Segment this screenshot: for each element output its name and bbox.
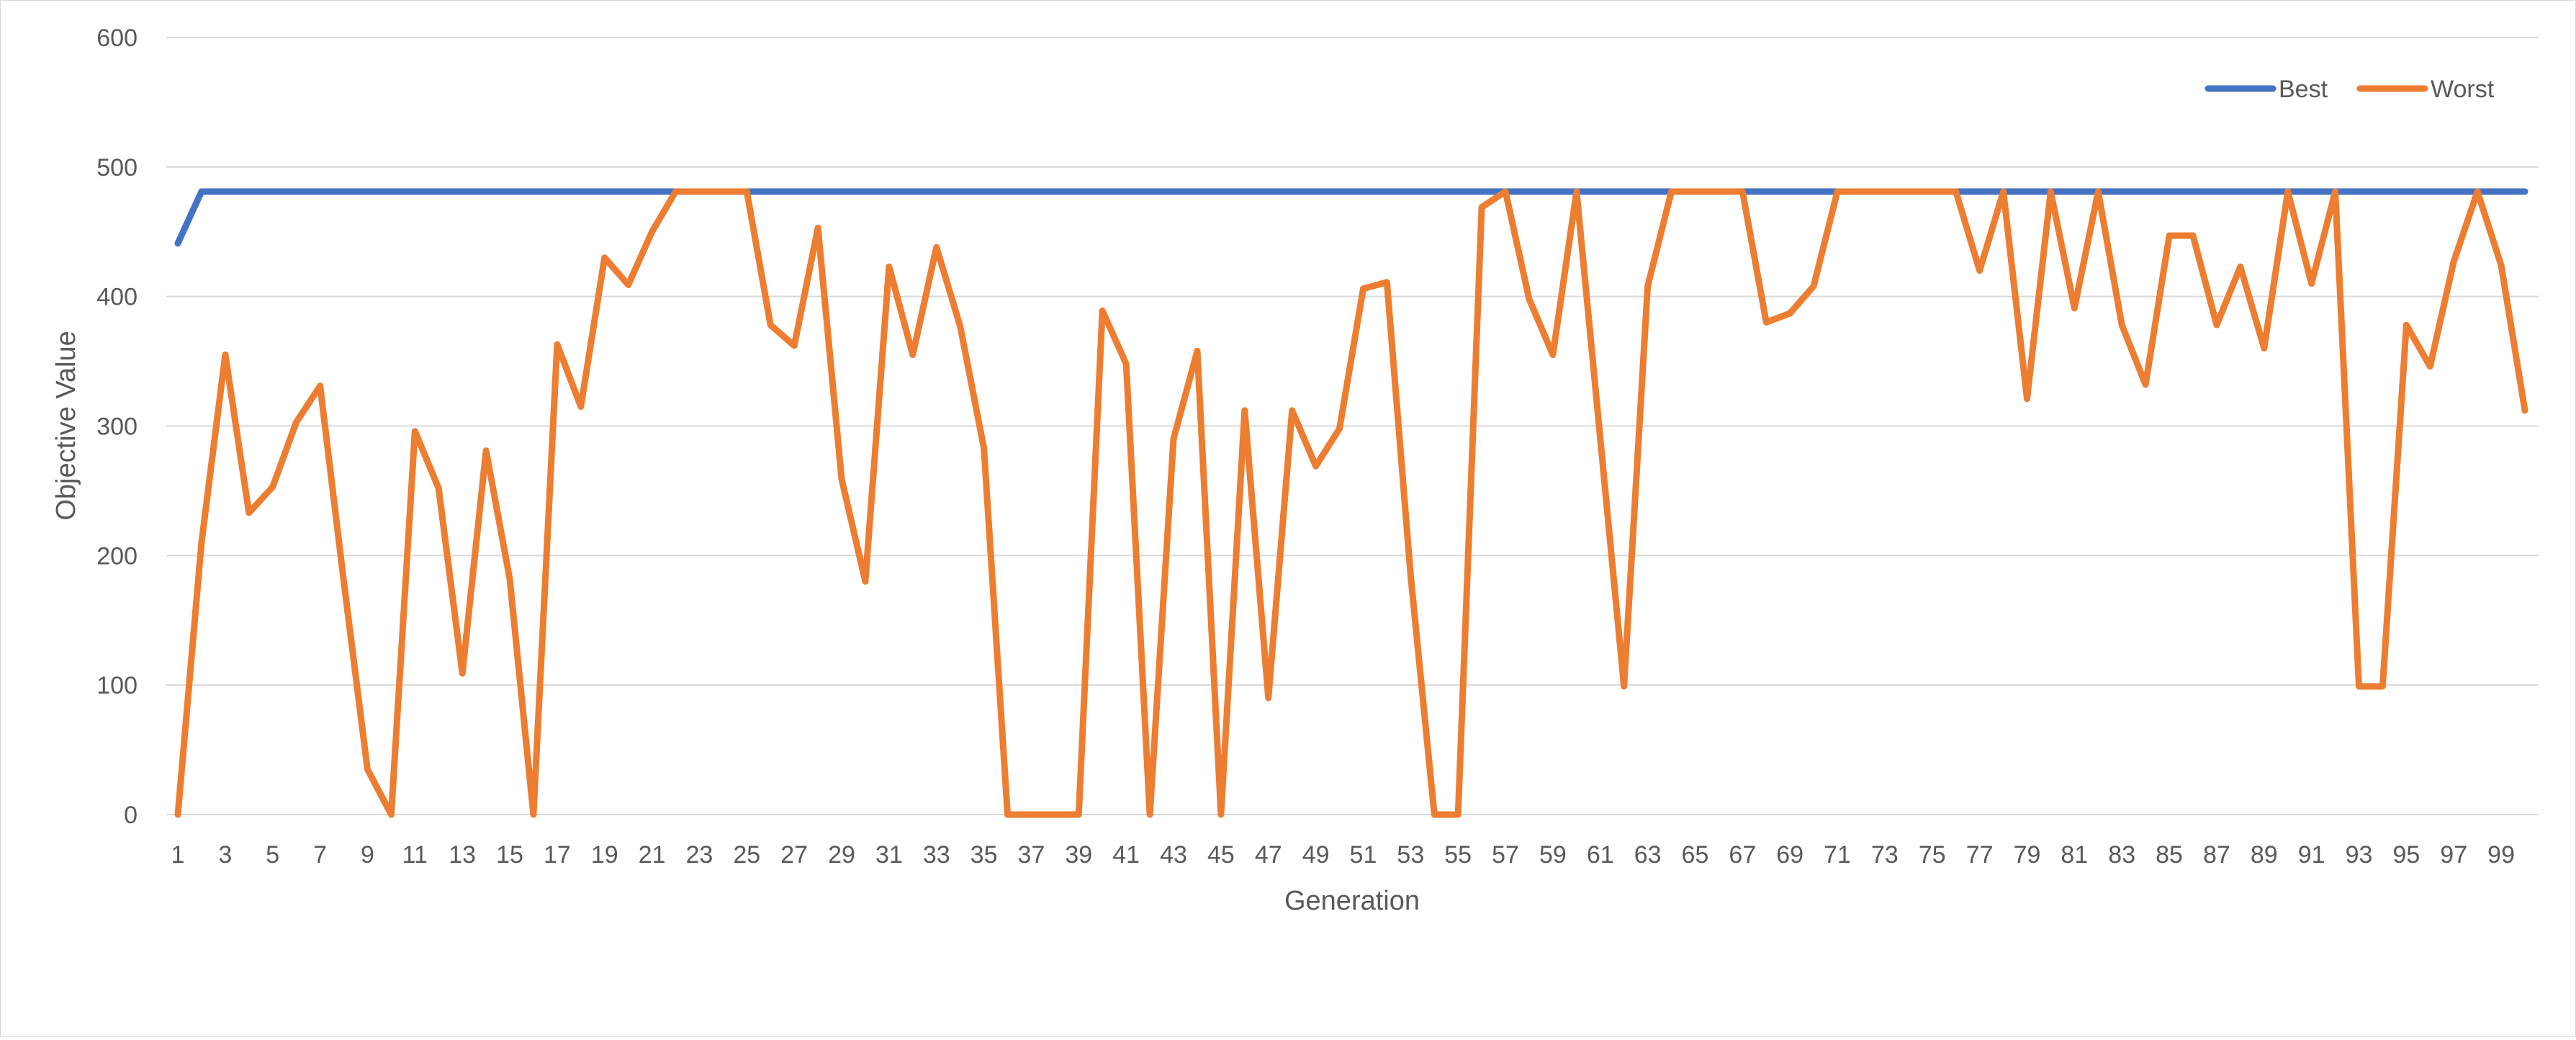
legend-label-best: Best — [2279, 76, 2328, 103]
x-tick-label-9: 9 — [361, 841, 374, 869]
x-tick-label-55: 55 — [1444, 841, 1472, 869]
x-tick-label-67: 67 — [1729, 841, 1756, 869]
x-tick-label-73: 73 — [1871, 841, 1899, 869]
y-tick-label-100: 100 — [96, 672, 138, 699]
y-tick-label-200: 200 — [96, 542, 138, 570]
y-tick-label-400: 400 — [96, 284, 138, 311]
x-tick-label-69: 69 — [1776, 841, 1803, 869]
x-tick-label-19: 19 — [591, 841, 618, 869]
x-tick-label-45: 45 — [1207, 841, 1235, 869]
series-line-best — [174, 188, 2528, 247]
x-tick-label-79: 79 — [2014, 841, 2041, 869]
x-tick-label-27: 27 — [780, 841, 808, 869]
x-tick-label-59: 59 — [1539, 841, 1567, 869]
x-tick-label-99: 99 — [2487, 841, 2515, 869]
y-tick-label-500: 500 — [96, 154, 138, 181]
x-tick-label-11: 11 — [402, 841, 428, 869]
x-tick-label-15: 15 — [496, 841, 523, 869]
x-tick-label-57: 57 — [1492, 841, 1519, 869]
x-tick-label-87: 87 — [2203, 841, 2230, 869]
x-tick-label-91: 91 — [2298, 841, 2325, 869]
x-tick-label-49: 49 — [1302, 841, 1330, 869]
x-tick-label-53: 53 — [1397, 841, 1424, 869]
x-tick-label-77: 77 — [1966, 841, 1994, 869]
x-tick-label-89: 89 — [2251, 841, 2278, 869]
x-tick-label-25: 25 — [733, 841, 760, 869]
x-tick-label-63: 63 — [1634, 841, 1662, 869]
x-tick-label-17: 17 — [544, 841, 571, 869]
x-tick-label-61: 61 — [1587, 841, 1614, 869]
x-tick-label-29: 29 — [828, 841, 855, 869]
x-tick-label-75: 75 — [1919, 841, 1946, 869]
x-tick-label-85: 85 — [2156, 841, 2183, 869]
x-tick-label-3: 3 — [218, 841, 232, 869]
x-tick-label-37: 37 — [1018, 841, 1045, 869]
x-tick-label-71: 71 — [1824, 841, 1851, 869]
x-tick-label-41: 41 — [1112, 841, 1140, 869]
x-tick-label-31: 31 — [875, 841, 903, 869]
x-tick-label-23: 23 — [686, 841, 713, 869]
x-tick-label-51: 51 — [1350, 841, 1377, 869]
x-tick-label-21: 21 — [639, 841, 666, 869]
x-tick-label-1: 1 — [171, 841, 185, 869]
x-axis-title: Generation — [1284, 886, 1420, 916]
x-tick-label-39: 39 — [1065, 841, 1092, 869]
legend-label-worst: Worst — [2431, 76, 2495, 103]
y-axis-title: Objective Value — [51, 331, 81, 520]
legend: Best Worst — [2205, 76, 2495, 103]
x-tick-label-35: 35 — [970, 841, 998, 869]
x-tick-label-7: 7 — [313, 841, 327, 869]
y-tick-label-0: 0 — [124, 802, 138, 829]
x-tick-label-13: 13 — [449, 841, 476, 869]
y-tick-label-600: 600 — [96, 24, 138, 52]
y-tick-label-300: 300 — [96, 413, 138, 441]
x-tick-label-95: 95 — [2392, 841, 2420, 869]
x-tick-label-5: 5 — [266, 841, 279, 869]
series-line-worst — [174, 188, 2528, 818]
x-tick-label-83: 83 — [2108, 841, 2135, 869]
x-tick-label-33: 33 — [923, 841, 950, 869]
x-tick-label-93: 93 — [2346, 841, 2373, 869]
x-tick-label-47: 47 — [1255, 841, 1282, 869]
x-tick-label-81: 81 — [2061, 841, 2088, 869]
x-tick-label-43: 43 — [1160, 841, 1187, 869]
x-tick-label-65: 65 — [1682, 841, 1709, 869]
x-tick-label-97: 97 — [2440, 841, 2467, 869]
